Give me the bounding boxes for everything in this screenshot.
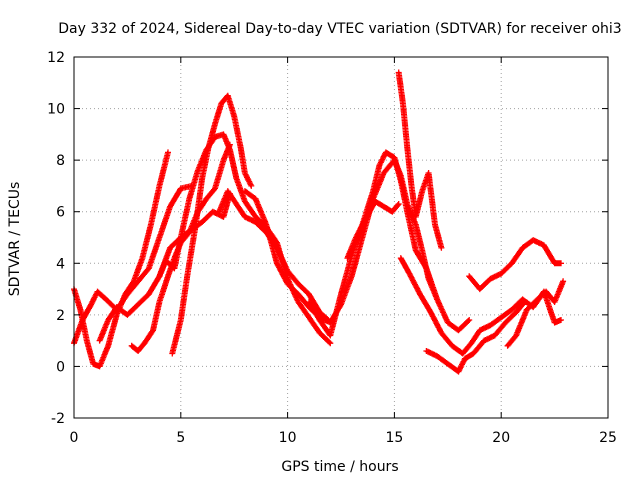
series-arc-5	[169, 92, 255, 357]
x-tick-label: 20	[492, 430, 510, 446]
series-arc-15	[504, 278, 567, 349]
x-tick-label: 15	[385, 430, 403, 446]
x-tick-label: 25	[599, 430, 617, 446]
y-tick-label: 4	[56, 256, 65, 272]
series-markers	[395, 69, 445, 251]
series-markers	[169, 92, 255, 357]
series-markers	[504, 278, 567, 349]
y-tick-label: 2	[56, 308, 65, 324]
x-axis-label: GPS time / hours	[281, 459, 398, 475]
series-markers	[423, 299, 528, 375]
y-tick-label: -2	[51, 411, 65, 427]
x-tick-label: 0	[70, 430, 79, 446]
x-tick-label: 10	[279, 430, 297, 446]
plot-border	[73, 56, 609, 419]
series-arc-11	[395, 69, 445, 251]
plot-frame	[73, 56, 609, 419]
series-markers	[344, 198, 402, 262]
series-markers	[466, 237, 564, 293]
y-tick-label: 8	[56, 153, 65, 169]
y-tick-label: 10	[47, 102, 65, 118]
y-tick-label: 0	[56, 359, 65, 375]
series-arc-14	[466, 237, 564, 293]
x-tick-label: 5	[176, 430, 185, 446]
series-arc-13	[423, 299, 528, 375]
y-tick-label: 12	[47, 50, 65, 66]
chart-title: Day 332 of 2024, Sidereal Day-to-day VTE…	[58, 21, 621, 37]
y-tick-label: 6	[56, 205, 65, 221]
y-axis-label: SDTVAR / TECUs	[7, 182, 23, 297]
series-arc-10	[344, 198, 402, 262]
tick-labels: 0 5 10 15 20 25 -2 0 2 4 6 8 10 12	[47, 50, 617, 446]
